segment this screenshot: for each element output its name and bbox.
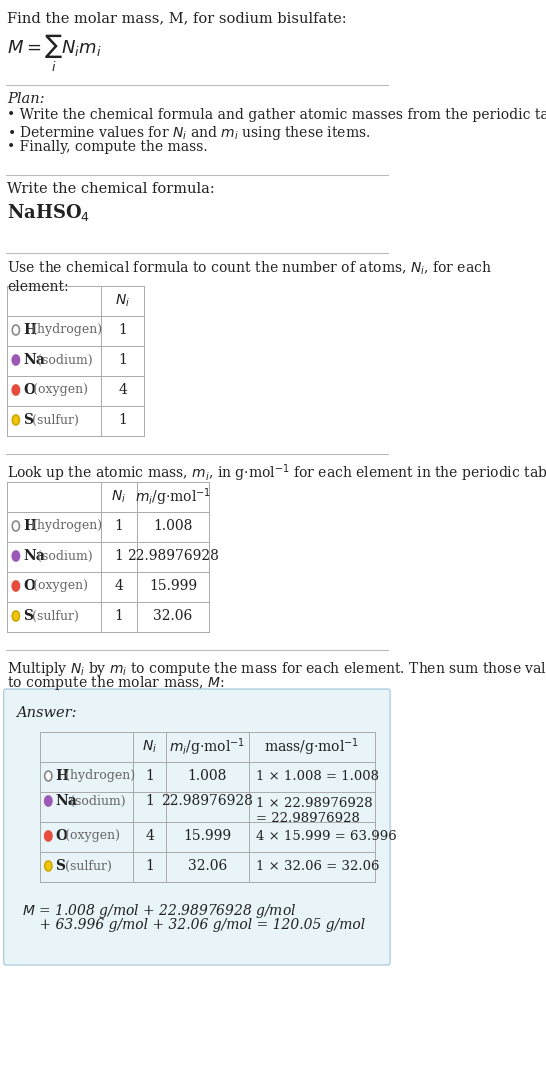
Text: = 22.98976928: = 22.98976928 <box>256 812 360 825</box>
Circle shape <box>12 415 20 425</box>
Circle shape <box>12 325 20 335</box>
Text: Plan:: Plan: <box>7 93 45 107</box>
Text: 1: 1 <box>118 353 127 367</box>
Text: S: S <box>23 609 33 623</box>
Circle shape <box>45 861 52 870</box>
Circle shape <box>12 385 20 395</box>
Text: Use the chemical formula to count the number of atoms, $N_i$, for each element:: Use the chemical formula to count the nu… <box>7 260 492 294</box>
Text: $M$ = 1.008 g/mol + 22.98976928 g/mol: $M$ = 1.008 g/mol + 22.98976928 g/mol <box>22 902 296 920</box>
Text: $M = \sum_i N_i m_i$: $M = \sum_i N_i m_i$ <box>7 33 102 74</box>
Circle shape <box>45 796 52 806</box>
Text: • Finally, compute the mass.: • Finally, compute the mass. <box>7 140 208 154</box>
Text: 1: 1 <box>145 859 154 873</box>
Text: mass/g$\cdot$mol$^{-1}$: mass/g$\cdot$mol$^{-1}$ <box>264 736 359 758</box>
Text: 15.999: 15.999 <box>183 829 232 843</box>
Text: $N_i$: $N_i$ <box>115 293 130 309</box>
Text: 15.999: 15.999 <box>149 579 197 593</box>
Text: (sulfur): (sulfur) <box>61 860 111 873</box>
Text: (sodium): (sodium) <box>33 550 93 563</box>
Text: NaHSO$_4$: NaHSO$_4$ <box>7 202 91 223</box>
Text: (hydrogen): (hydrogen) <box>61 769 135 782</box>
Circle shape <box>45 771 52 781</box>
Text: Na: Na <box>23 549 45 563</box>
Text: (sulfur): (sulfur) <box>28 413 79 426</box>
Text: 1: 1 <box>145 769 154 783</box>
Circle shape <box>12 355 20 365</box>
Text: (oxygen): (oxygen) <box>29 383 88 396</box>
Text: 1 × 1.008 = 1.008: 1 × 1.008 = 1.008 <box>256 769 379 782</box>
FancyBboxPatch shape <box>4 689 390 965</box>
Text: $m_i$/g$\cdot$mol$^{-1}$: $m_i$/g$\cdot$mol$^{-1}$ <box>169 736 245 758</box>
Text: Write the chemical formula:: Write the chemical formula: <box>7 182 215 196</box>
Text: H: H <box>23 519 36 533</box>
Circle shape <box>12 611 20 621</box>
Text: • Write the chemical formula and gather atomic masses from the periodic table.: • Write the chemical formula and gather … <box>7 108 546 122</box>
Text: S: S <box>56 859 66 873</box>
Text: $N_i$: $N_i$ <box>111 489 127 506</box>
Text: 4: 4 <box>115 579 123 593</box>
Text: 1: 1 <box>115 519 123 533</box>
Text: 1: 1 <box>115 609 123 623</box>
Text: Look up the atomic mass, $m_i$, in g$\cdot$mol$^{-1}$ for each element in the pe: Look up the atomic mass, $m_i$, in g$\cd… <box>7 462 546 483</box>
Text: O: O <box>23 383 35 397</box>
Text: S: S <box>23 413 33 427</box>
Text: 1: 1 <box>118 413 127 427</box>
Text: Find the molar mass, M, for sodium bisulfate:: Find the molar mass, M, for sodium bisul… <box>7 11 347 25</box>
Text: 4: 4 <box>118 383 127 397</box>
Text: $m_i$/g$\cdot$mol$^{-1}$: $m_i$/g$\cdot$mol$^{-1}$ <box>135 486 211 508</box>
Text: Na: Na <box>56 794 78 808</box>
Text: (sodium): (sodium) <box>33 354 93 367</box>
Text: 1 × 32.06 = 32.06: 1 × 32.06 = 32.06 <box>256 860 379 873</box>
Text: (sulfur): (sulfur) <box>28 609 79 623</box>
Text: 22.98976928: 22.98976928 <box>127 549 219 563</box>
Text: + 63.996 g/mol + 32.06 g/mol = 120.05 g/mol: + 63.996 g/mol + 32.06 g/mol = 120.05 g/… <box>22 918 365 932</box>
Text: Na: Na <box>23 353 45 367</box>
Text: 1: 1 <box>118 323 127 337</box>
Text: (oxygen): (oxygen) <box>29 580 88 593</box>
Circle shape <box>45 831 52 841</box>
Circle shape <box>12 581 20 591</box>
Text: 1: 1 <box>145 794 154 808</box>
Text: $N_i$: $N_i$ <box>142 739 157 755</box>
Text: (hydrogen): (hydrogen) <box>28 324 102 337</box>
Text: H: H <box>56 769 69 783</box>
Text: 1: 1 <box>115 549 123 563</box>
Circle shape <box>12 521 20 530</box>
Text: (oxygen): (oxygen) <box>61 830 120 843</box>
Text: O: O <box>56 829 68 843</box>
Text: 22.98976928: 22.98976928 <box>162 794 253 808</box>
Text: O: O <box>23 579 35 593</box>
Text: 1.008: 1.008 <box>153 519 193 533</box>
Text: (sodium): (sodium) <box>66 794 125 807</box>
Text: 32.06: 32.06 <box>188 859 227 873</box>
Text: Answer:: Answer: <box>16 706 76 720</box>
Text: 4 × 15.999 = 63.996: 4 × 15.999 = 63.996 <box>256 830 397 843</box>
Circle shape <box>12 551 20 561</box>
Text: Multiply $N_i$ by $m_i$ to compute the mass for each element. Then sum those val: Multiply $N_i$ by $m_i$ to compute the m… <box>7 660 546 678</box>
Text: 1.008: 1.008 <box>188 769 227 783</box>
Text: to compute the molar mass, $M$:: to compute the molar mass, $M$: <box>7 674 225 692</box>
Text: (hydrogen): (hydrogen) <box>28 520 102 533</box>
Text: 4: 4 <box>145 829 154 843</box>
Text: 1 × 22.98976928: 1 × 22.98976928 <box>256 797 373 810</box>
Text: • Determine values for $N_i$ and $m_i$ using these items.: • Determine values for $N_i$ and $m_i$ u… <box>7 124 371 142</box>
Text: H: H <box>23 323 36 337</box>
Text: 32.06: 32.06 <box>153 609 193 623</box>
